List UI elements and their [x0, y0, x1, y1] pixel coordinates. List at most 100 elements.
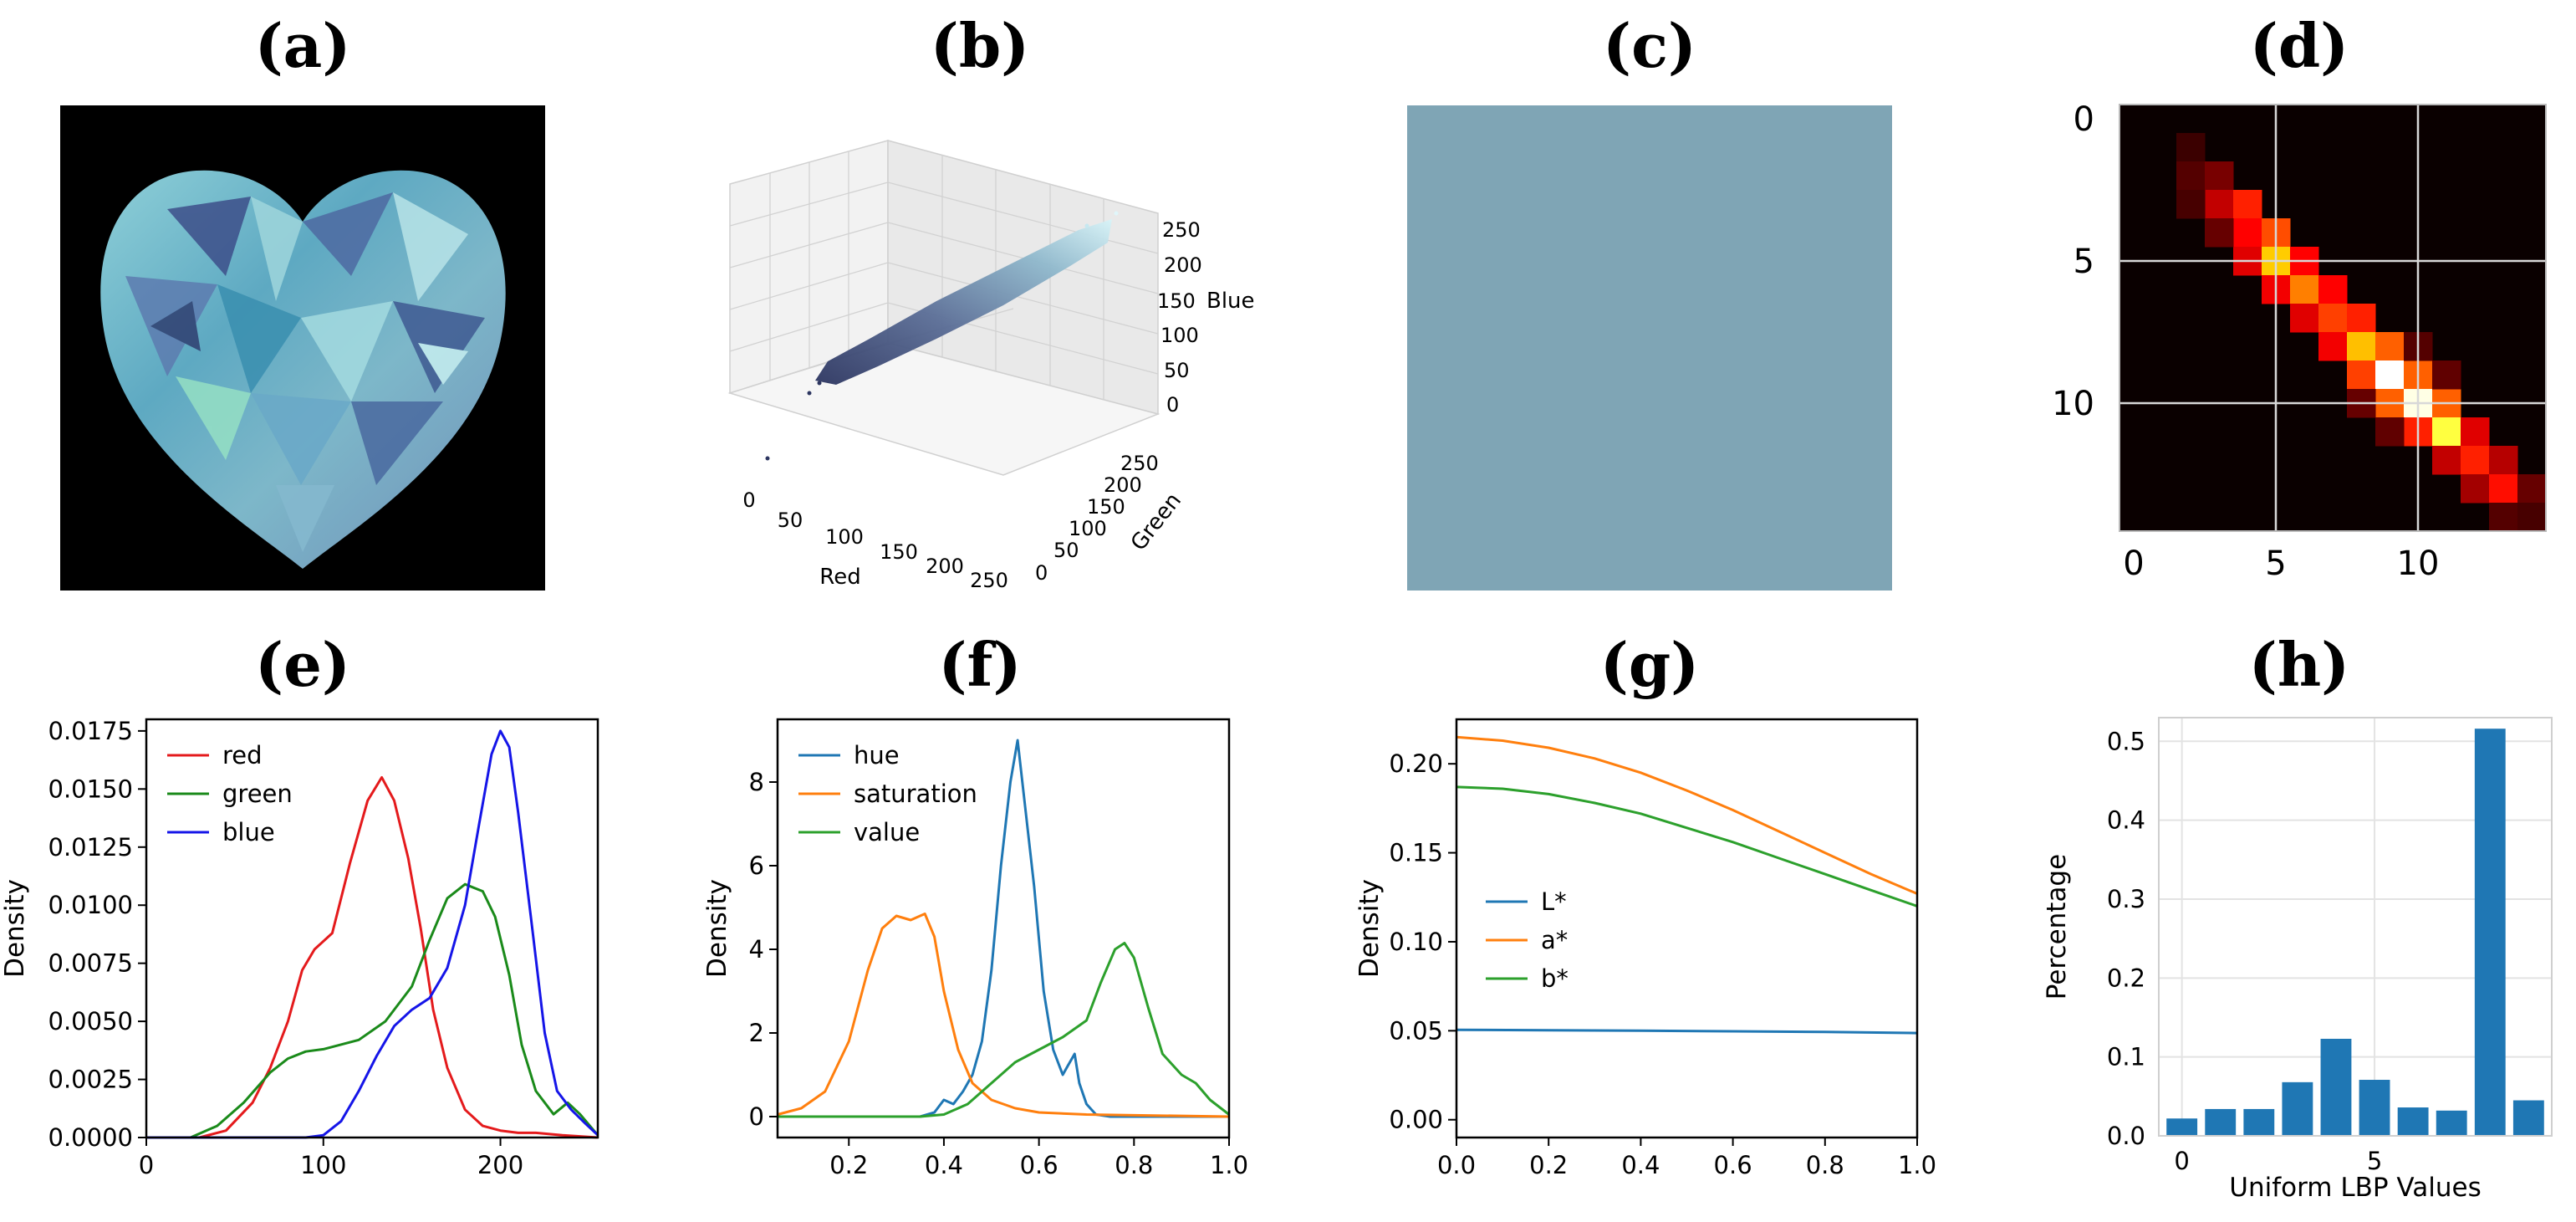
e-legend-label: red — [222, 741, 263, 770]
cooccurrence-heatmap: 0 5 10 0 5 10 — [2052, 100, 2547, 583]
b-ytick-0: 0 — [1035, 561, 1048, 585]
heatmap-cell — [2205, 218, 2234, 248]
heatmap-cell — [2461, 417, 2490, 447]
f-xtick-label: 0.2 — [829, 1151, 868, 1179]
heatmap-xtick: 10 — [2397, 545, 2440, 583]
heatmap-cell — [2375, 360, 2405, 390]
g-xtick-label: 0.6 — [1714, 1151, 1752, 1179]
heatmap-cell — [2432, 446, 2461, 475]
g-legend-label: L* — [1541, 887, 1567, 916]
g-ytick-label: 0.20 — [1389, 749, 1443, 778]
g-xtick-label: 0.0 — [1437, 1151, 1476, 1179]
panel-label-d: (d) — [2250, 10, 2349, 81]
e-series-blue — [146, 729, 599, 1139]
b-ytick-4: 200 — [1104, 473, 1142, 497]
h-ytick-label: 0.3 — [2107, 885, 2145, 913]
f-plot-area — [778, 719, 1229, 1138]
heatmap-cell — [2489, 446, 2518, 475]
heatmap-cell — [2432, 417, 2461, 447]
h-xtick-label: 0 — [2174, 1147, 2189, 1175]
g-axes-frame — [1455, 718, 1919, 1139]
h-axes-frame — [2158, 717, 2553, 1137]
e-ytick-label: 0.0175 — [48, 717, 133, 745]
heatmap-cell — [2176, 161, 2206, 191]
heatmap-xtick: 5 — [2265, 545, 2286, 583]
f-xtick-label: 0.6 — [1020, 1151, 1058, 1179]
h-ytick-label: 0.5 — [2107, 727, 2145, 755]
g-legend: L* a* b* — [1486, 887, 1569, 993]
e-ytick-label: 0.0075 — [48, 949, 133, 978]
e-legend-label: green — [222, 780, 293, 808]
heatmap-cell — [2517, 474, 2547, 504]
lab-density-plot: 0.0 0.2 0.4 0.6 0.8 1.0 0.00 0.05 0.10 0.15 0.20 De… — [1354, 718, 1936, 1179]
e-ylabel: Density — [0, 879, 30, 978]
g-xtick-label: 0.4 — [1621, 1151, 1660, 1179]
heatmap-cell — [2176, 133, 2206, 162]
b-ytick-3: 150 — [1087, 495, 1125, 519]
heatmap-cell — [2375, 417, 2405, 447]
g-series-a — [1456, 735, 1918, 895]
h-ytick-label: 0.4 — [2107, 806, 2145, 835]
f-ytick-label: 4 — [749, 935, 764, 964]
rgb-density-plot: 0 100 200 0.0000 0.0025 0.0050 0.0075 0.0100 0.0… — [0, 717, 599, 1179]
lbp-histogram: 0 5 0.0 0.1 0.2 0.3 0.4 0.5 Uniform LBP Values Pe… — [2042, 717, 2553, 1203]
h-ylabel: Percentage — [2042, 854, 2072, 1000]
heatmap-cell — [2347, 332, 2376, 361]
e-ytick-label: 0.0050 — [48, 1007, 133, 1035]
e-ytick-label: 0.0025 — [48, 1066, 133, 1094]
lbp-bar-6 — [2397, 1107, 2429, 1136]
heatmap-cell — [2375, 332, 2405, 361]
f-xtick-label: 0.4 — [925, 1151, 963, 1179]
g-xtick-label: 0.8 — [1806, 1151, 1844, 1179]
gemstone-image — [60, 105, 545, 591]
e-xtick-label: 200 — [477, 1151, 523, 1179]
panel-label-f: (f) — [938, 629, 1021, 700]
h-ytick-label: 0.0 — [2107, 1122, 2145, 1150]
heatmap-cell — [2205, 190, 2234, 219]
lbp-bar-0 — [2166, 1118, 2198, 1136]
lbp-bar-7 — [2436, 1110, 2467, 1136]
heatmap-cell — [2290, 304, 2319, 333]
b-ytick-5: 250 — [1120, 452, 1159, 475]
heatmap-cell — [2318, 332, 2348, 361]
lbp-bar-1 — [2205, 1108, 2237, 1136]
e-ytick-label: 0.0125 — [48, 833, 133, 862]
dominant-color-swatch — [1407, 105, 1892, 591]
g-series-b — [1456, 785, 1918, 908]
heatmap-cell — [2347, 360, 2376, 390]
b-xtick-1: 50 — [778, 509, 803, 532]
h-xlabel: Uniform LBP Values — [2229, 1173, 2481, 1203]
panel-label-g: (g) — [1600, 629, 1699, 700]
g-plot-area — [1456, 719, 1917, 1138]
panel-label-b: (b) — [931, 10, 1029, 81]
f-series-hue — [778, 739, 1229, 1118]
b-xtick-5: 250 — [970, 569, 1008, 592]
heatmap-cell — [2176, 190, 2206, 219]
e-axes-frame — [145, 718, 599, 1139]
h-ytick-label: 0.1 — [2107, 1043, 2145, 1071]
b-ytick-1: 50 — [1053, 539, 1079, 562]
b-zlabel: Blue — [1206, 289, 1255, 314]
b-xlabel: Red — [819, 565, 860, 590]
panel-label-c: (c) — [1603, 10, 1696, 81]
lbp-bar-9 — [2512, 1100, 2544, 1136]
heatmap-cell — [2517, 503, 2547, 532]
panel-label-a: (a) — [255, 10, 351, 81]
f-series-saturation — [777, 913, 1230, 1118]
heatmap-cell — [2461, 446, 2490, 475]
heatmap-xtick: 0 — [2123, 545, 2144, 583]
f-legend: hue saturation value — [798, 741, 977, 846]
b-xtick-3: 150 — [880, 540, 918, 564]
e-xtick-label: 100 — [300, 1151, 346, 1179]
heatmap-cell — [2432, 360, 2461, 390]
b-ztick-5: 250 — [1162, 218, 1201, 242]
f-ytick-label: 6 — [749, 851, 764, 880]
g-ytick-label: 0.00 — [1389, 1106, 1443, 1134]
e-series-green — [146, 882, 599, 1139]
g-series-l — [1456, 1028, 1918, 1035]
h-ytick-label: 0.2 — [2107, 964, 2145, 992]
e-ytick-label: 0.0100 — [48, 891, 133, 919]
heatmap-cell — [2489, 503, 2518, 532]
heatmap-cell — [2290, 275, 2319, 304]
